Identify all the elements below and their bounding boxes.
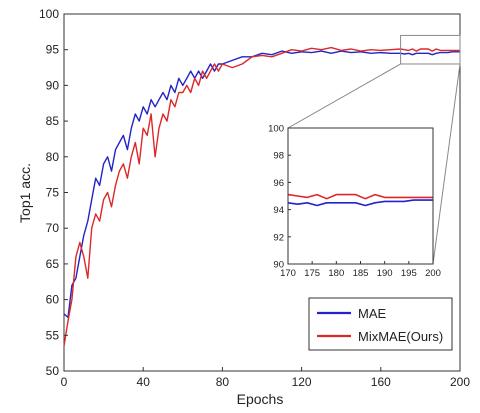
- x-tick-label: 120: [292, 375, 312, 389]
- inset-y-tick-label: 96: [273, 178, 284, 189]
- x-tick-label: 0: [61, 375, 68, 389]
- y-tick-label: 65: [46, 257, 60, 271]
- y-tick-label: 70: [46, 221, 60, 235]
- inset-series-line-mae: [287, 199, 433, 207]
- x-tick-label: 200: [450, 375, 470, 389]
- inset-y-tick-label: 100: [268, 124, 284, 135]
- inset-plot-area: 170 175 180 185 190 195 200 90 92 94 96 98 100: [268, 124, 441, 280]
- inset-x-tick-label: 200: [425, 268, 441, 279]
- inset-series-line-mixmae: [287, 193, 433, 200]
- main-x-ticks: 0 40 80 120 160 200: [61, 367, 470, 389]
- inset-x-tick-label: 195: [401, 268, 417, 279]
- inset-x-ticks: 170 175 180 185 190 195 200: [280, 261, 441, 279]
- legend-label-mixmae: MixMAE(Ours): [358, 329, 443, 344]
- inset-x-tick-label: 175: [304, 268, 320, 279]
- inset-y-ticks: 90 92 94 96 98 100: [268, 124, 291, 271]
- x-tick-label: 160: [371, 375, 391, 389]
- zoom-region-box: [400, 34, 461, 65]
- x-tick-label: 40: [137, 375, 151, 389]
- inset-y-tick-label: 92: [273, 232, 284, 243]
- y-tick-label: 50: [46, 364, 60, 378]
- y-tick-label: 95: [46, 43, 60, 57]
- x-tick-label: 80: [216, 375, 230, 389]
- y-tick-label: 55: [46, 328, 60, 342]
- legend-box: [308, 297, 453, 351]
- y-axis-label: Top1 acc.: [17, 163, 33, 223]
- inset-x-tick-label: 170: [280, 268, 296, 279]
- y-tick-label: 85: [46, 114, 60, 128]
- y-tick-label: 60: [46, 293, 60, 307]
- y-tick-label: 75: [46, 186, 60, 200]
- series-line-mae: [63, 50, 460, 319]
- x-axis-label: Epochs: [237, 391, 284, 407]
- inset-x-tick-label: 190: [377, 268, 393, 279]
- main-plot-area: 0 40 80 120 160 200 50 55 60 65 70 75 80 85 90 95 100: [39, 7, 470, 389]
- zoom-connector-left: [287, 63, 401, 129]
- legend-label-mae: MAE: [358, 306, 387, 321]
- inset-series-group: [287, 193, 433, 207]
- inset-x-tick-label: 180: [328, 268, 344, 279]
- inset-y-tick-label: 98: [273, 151, 284, 162]
- inset-y-tick-label: 94: [273, 205, 284, 216]
- series-line-mixmae: [63, 46, 460, 347]
- main-series-group: [63, 46, 460, 347]
- inset-y-tick-label: 90: [273, 260, 284, 271]
- main-y-ticks: 50 55 60 65 70 75 80 85 90 95 100: [39, 7, 68, 378]
- y-tick-label: 90: [46, 78, 60, 92]
- y-tick-label: 80: [46, 150, 60, 164]
- zoom-connector-right: [432, 63, 461, 265]
- zoom-indicator: [287, 34, 461, 265]
- y-tick-label: 100: [39, 7, 59, 21]
- inset-x-tick-label: 185: [353, 268, 369, 279]
- legend: MAE MixMAE(Ours): [308, 297, 453, 351]
